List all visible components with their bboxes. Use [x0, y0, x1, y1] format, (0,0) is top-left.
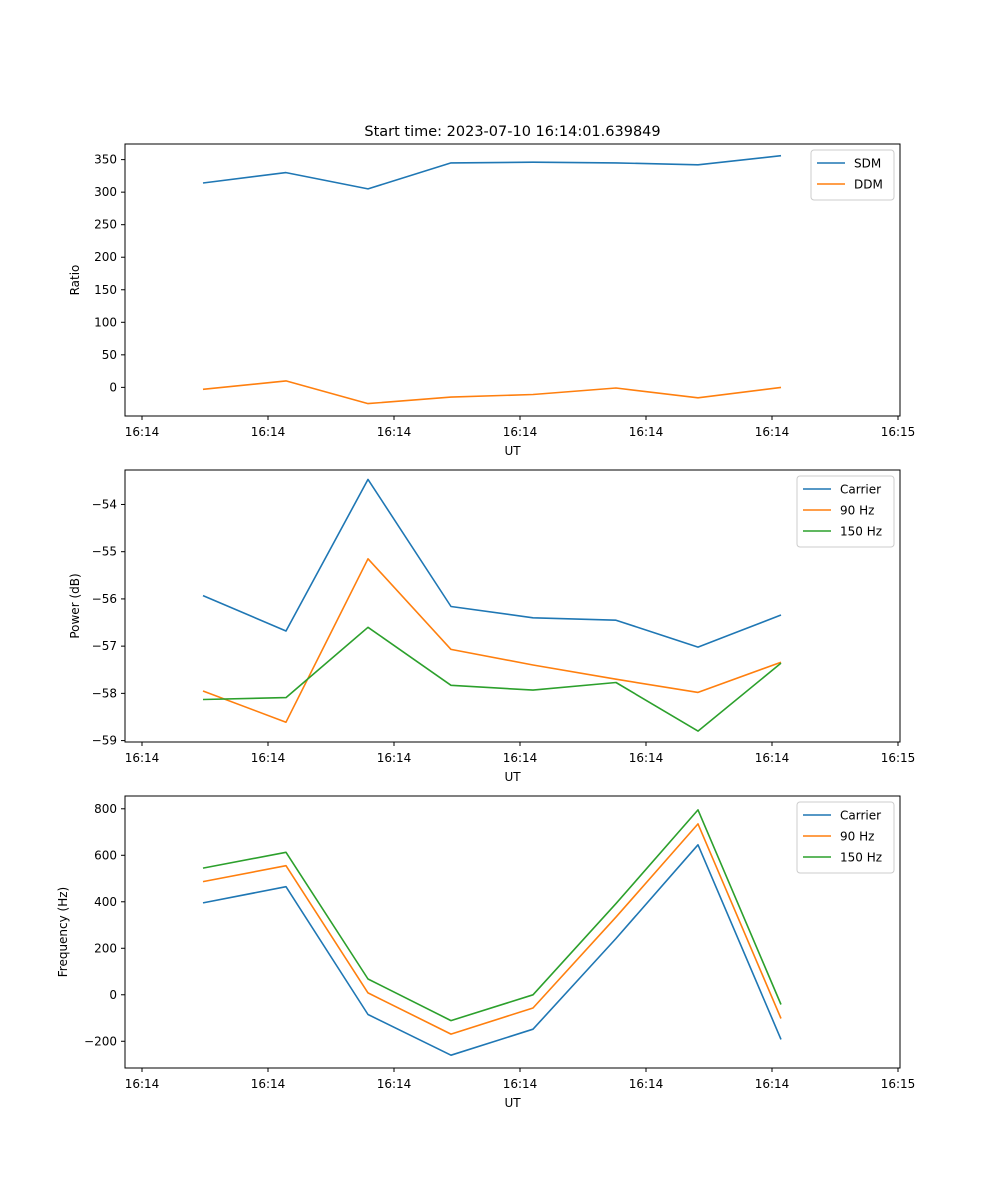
y-tick-label: 350: [94, 153, 117, 167]
legend: SDM DDM: [810, 149, 895, 201]
x-tick-label: 16:14: [251, 751, 286, 765]
legend-box: [796, 475, 895, 548]
x-tick-label: 16:14: [755, 1077, 790, 1091]
x-tick-label: 16:14: [503, 1077, 538, 1091]
x-tick-label: 16:14: [125, 751, 160, 765]
x-tick-label: 16:15: [881, 751, 916, 765]
series-line-90-hz: [202, 823, 782, 1035]
x-tick-label: 16:14: [125, 425, 160, 439]
series-line-ddm: [202, 380, 782, 405]
y-tick-label: 600: [94, 848, 117, 862]
x-tick-label: 16:14: [251, 425, 286, 439]
y-tick-label: 200: [94, 941, 117, 955]
axes-frame: [124, 143, 901, 417]
y-tick-label: 0: [109, 988, 117, 1002]
x-tick-label: 16:14: [125, 1077, 160, 1091]
panel-frequency: 16:14 16:14 16:14 16:14 16:14 16:14 16:15 UT −20…: [56, 795, 916, 1110]
legend-label: 90 Hz: [840, 830, 874, 844]
y-tick-label: 100: [94, 315, 117, 329]
y-tick-label: 250: [94, 218, 117, 232]
y-axis-label: Ratio: [68, 265, 82, 296]
legend-label: 90 Hz: [840, 504, 874, 518]
legend-box: [810, 149, 895, 201]
y-tick-label: −55: [92, 545, 117, 559]
y-tick-label: 800: [94, 802, 117, 816]
axes-frame: [124, 469, 901, 743]
legend-label: 150 Hz: [840, 851, 882, 865]
y-axis-label: Frequency (Hz): [56, 887, 70, 978]
legend-label: Carrier: [840, 483, 881, 497]
legend-label: SDM: [854, 157, 881, 171]
legend: Carrier 90 Hz 150 Hz: [796, 475, 895, 548]
y-axis-label: Power (dB): [68, 573, 82, 638]
y-tick-label: 300: [94, 185, 117, 199]
x-tick-label: 16:14: [377, 1077, 412, 1091]
panel-ratio: 16:14 16:14 16:14 16:14 16:14 16:14 16:15 UT 0 50…: [68, 143, 916, 458]
legend-box: [796, 801, 895, 874]
chart-title: Start time: 2023-07-10 16:14:01.639849: [364, 124, 660, 140]
legend: Carrier 90 Hz 150 Hz: [796, 801, 895, 874]
x-axis-label: UT: [504, 1096, 521, 1110]
y-tick-label: −57: [92, 639, 117, 653]
x-axis-label: UT: [504, 770, 521, 784]
x-tick-label: 16:14: [755, 425, 790, 439]
x-tick-label: 16:14: [251, 1077, 286, 1091]
x-axis-label: UT: [504, 444, 521, 458]
x-tick-label: 16:15: [881, 425, 916, 439]
panel-power: 16:14 16:14 16:14 16:14 16:14 16:14 16:15 UT −54…: [68, 469, 916, 784]
series-line-90-hz: [202, 557, 782, 724]
x-tick-label: 16:14: [503, 425, 538, 439]
x-tick-label: 16:15: [881, 1077, 916, 1091]
series-line-carrier: [202, 843, 782, 1056]
series-line-150-hz: [202, 626, 782, 732]
legend-label: DDM: [854, 178, 883, 192]
y-tick-label: −200: [84, 1034, 117, 1048]
y-tick-label: 0: [109, 380, 117, 394]
y-tick-label: −56: [92, 592, 117, 606]
y-tick-label: 200: [94, 250, 117, 264]
x-tick-label: 16:14: [503, 751, 538, 765]
y-tick-label: 150: [94, 283, 117, 297]
series-line-150-hz: [202, 809, 782, 1022]
y-tick-label: 400: [94, 895, 117, 909]
series-line-sdm: [202, 154, 782, 190]
x-tick-label: 16:14: [755, 751, 790, 765]
y-tick-label: 50: [102, 348, 117, 362]
legend-label: Carrier: [840, 809, 881, 823]
x-tick-label: 16:14: [377, 425, 412, 439]
legend-label: 150 Hz: [840, 525, 882, 539]
series-line-carrier: [202, 478, 782, 648]
y-tick-label: −58: [92, 686, 117, 700]
x-tick-label: 16:14: [629, 1077, 664, 1091]
x-tick-label: 16:14: [377, 751, 412, 765]
y-tick-label: −59: [92, 734, 117, 748]
axes-frame: [124, 795, 901, 1069]
y-tick-label: −54: [92, 497, 117, 511]
x-tick-label: 16:14: [629, 425, 664, 439]
x-tick-label: 16:14: [629, 751, 664, 765]
